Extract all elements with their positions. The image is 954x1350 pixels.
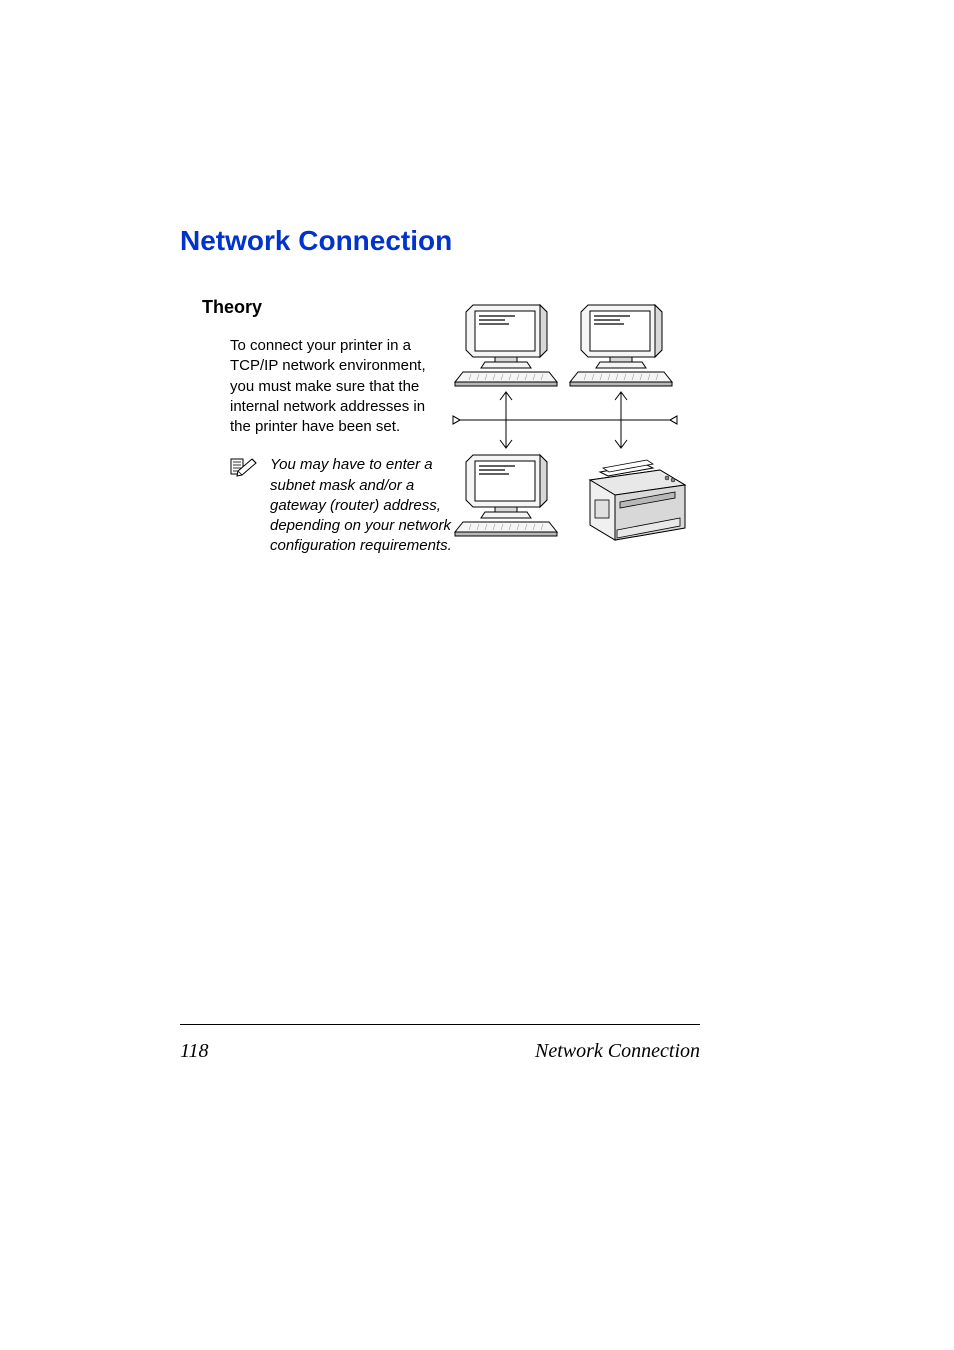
diagram-computer-1 [455,305,557,386]
footer-rule [180,1024,700,1025]
body-paragraph: To connect your printer in a TCP/IP netw… [230,336,440,437]
note-block: You may have to enter a subnet mask and/… [230,455,455,556]
footer-section-title: Network Connection [535,1040,700,1063]
diagram-arrow-bottom-left [500,428,512,448]
diagram-arrow-top-right [615,392,627,412]
page-footer: 118 Network Connection [180,1040,700,1063]
diagram-arrow-bottom-right [615,428,627,448]
page-number: 118 [180,1040,209,1063]
note-text: You may have to enter a subnet mask and/… [270,455,455,556]
diagram-computer-3 [455,455,557,536]
diagram-hub-connector [453,412,677,428]
page-heading: Network Connection [180,225,700,257]
diagram-printer [590,460,685,540]
network-diagram [445,300,700,545]
diagram-arrow-top-left [500,392,512,412]
diagram-computer-2 [570,305,672,386]
note-pencil-icon [230,457,260,482]
